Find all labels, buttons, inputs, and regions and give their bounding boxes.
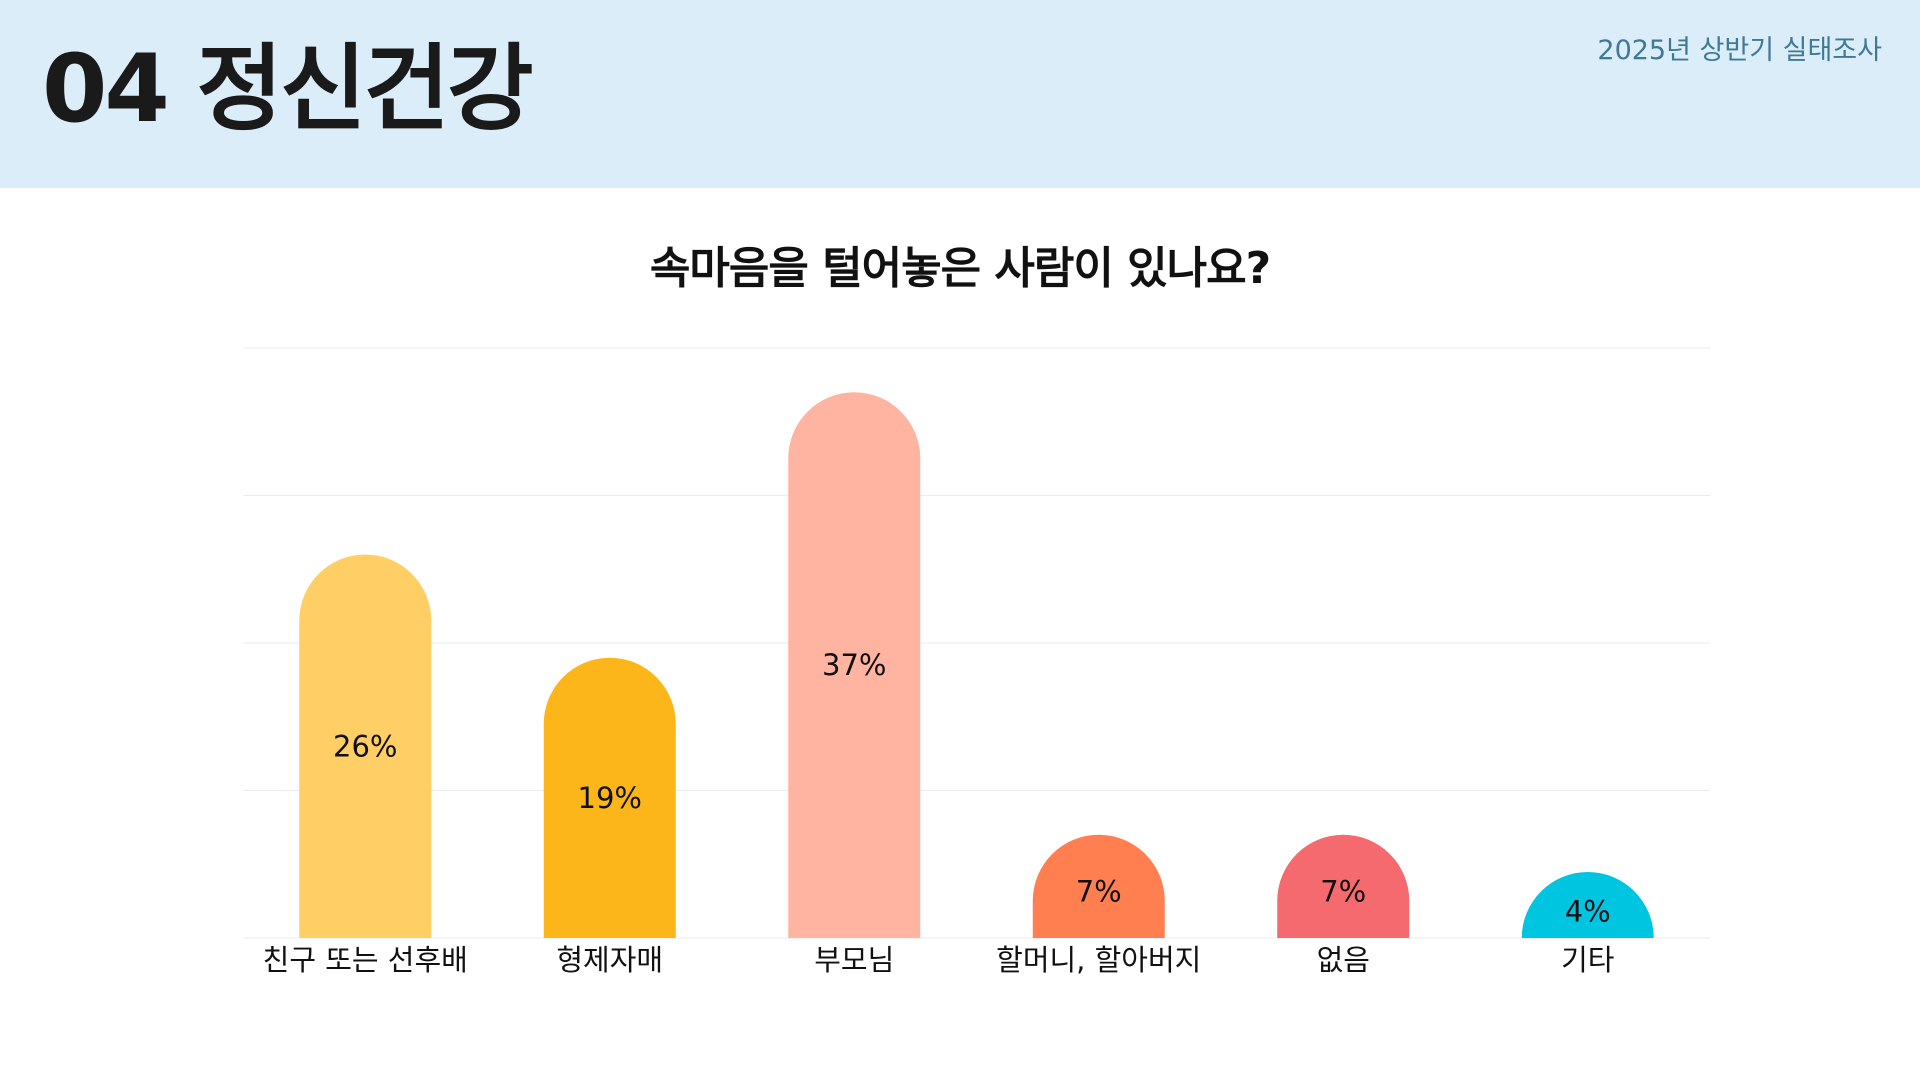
survey-tag: 2025년 상반기 실태조사 [1597,35,1882,66]
bar [788,392,921,938]
bar [1277,834,1410,938]
page-title: 04 정신건강 [42,35,533,144]
category-label: 기타 [1561,943,1614,977]
category-label: 할머니, 할아버지 [996,943,1201,977]
value-labels: 26% 19% 37% 7% 7% 4% [333,648,1611,928]
header-banner: 04 정신건강 2025년 상반기 실태조사 [0,0,1920,188]
value-label: 19% [578,781,642,815]
category-label: 친구 또는 선후배 [263,943,468,977]
chart-title: 속마음을 털어놓은 사람이 있나요? [649,243,1271,294]
bar [1521,872,1654,938]
category-label: 없음 [1317,943,1370,977]
bar [1032,834,1165,938]
gridlines [243,347,1710,939]
value-label: 7% [1320,875,1366,909]
bars [299,392,1654,938]
value-label: 37% [822,648,886,682]
bar [299,554,432,938]
value-label: 4% [1565,894,1611,928]
value-label: 7% [1076,875,1122,909]
value-label: 26% [333,729,397,763]
category-labels: 친구 또는 선후배 형제자매 부모님 할머니, 할아버지 없음 기타 [263,943,1615,977]
bar [543,657,676,938]
category-label: 부모님 [814,943,894,977]
category-label: 형제자매 [556,943,663,977]
